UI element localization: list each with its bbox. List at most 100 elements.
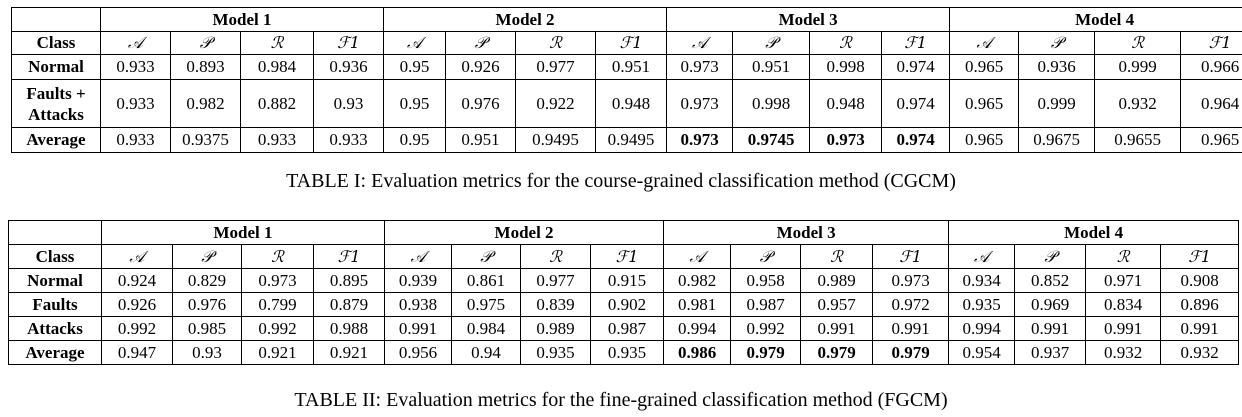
metric-precision-header: 𝒫 <box>451 244 522 269</box>
metric-f1-header: ℱ1 <box>881 31 951 55</box>
table-2-model-1-header: Model 1 <box>100 220 386 245</box>
metric-accuracy-header: 𝒜 <box>949 31 1020 55</box>
row-label-line-1: Faults + <box>26 83 86 103</box>
metric-precision-header: 𝒫 <box>172 244 242 269</box>
table-cell: 0.922 <box>515 79 597 128</box>
table-cell: 0.921 <box>312 340 386 365</box>
metric-f1-header: ℱ1 <box>590 244 665 269</box>
table-cell-best: 0.979 <box>800 340 874 365</box>
table-cell: 0.951 <box>445 127 517 153</box>
table-cell: 0.985 <box>172 316 242 341</box>
table-cell: 0.861 <box>451 268 522 293</box>
table-cell: 0.987 <box>730 292 802 317</box>
table-cell-best: 0.973 <box>666 127 734 153</box>
table-cell: 0.992 <box>101 316 173 341</box>
table-1-model-2-header: Model 2 <box>383 7 668 32</box>
metric-f1-header: ℱ1 <box>1180 31 1242 55</box>
metric-recall-header: ℛ <box>241 244 314 269</box>
table-cell: 0.9495 <box>515 127 597 153</box>
table-cell: 0.935 <box>948 292 1016 317</box>
table-cell: 0.965 <box>949 54 1020 80</box>
metric-recall-header: ℛ <box>809 31 883 55</box>
table-cell: 0.992 <box>730 316 802 341</box>
table-cell: 0.938 <box>384 292 453 317</box>
metric-recall-header: ℛ <box>1094 31 1182 55</box>
row-label-faults-attacks: Faults + Attacks <box>11 79 101 128</box>
table-cell: 0.921 <box>241 340 314 365</box>
table-cell: 0.998 <box>732 79 811 128</box>
table-2-model-4-header: Model 4 <box>948 220 1240 245</box>
table-cell: 0.988 <box>312 316 386 341</box>
table-cell: 0.926 <box>101 292 173 317</box>
table-cell: 0.989 <box>800 268 874 293</box>
row-label-average: Average <box>11 127 101 153</box>
metric-f1-header: ℱ1 <box>872 244 950 269</box>
table-cell: 0.95 <box>383 127 447 153</box>
table-cell: 0.947 <box>101 340 173 365</box>
metric-f1-header: ℱ1 <box>595 31 668 55</box>
table-1-model-header-row: Model 1 Model 2 Model 3 Model 4 <box>11 7 1242 32</box>
row-label-normal: Normal <box>8 268 102 293</box>
table-cell: 0.977 <box>520 268 592 293</box>
table-cell: 0.991 <box>1160 316 1240 341</box>
table-cell: 0.948 <box>595 79 668 128</box>
table-cell: 0.932 <box>1085 340 1162 365</box>
metric-recall-header: ℛ <box>800 244 874 269</box>
metric-recall-header: ℛ <box>240 31 314 55</box>
table-cell: 0.852 <box>1014 268 1087 293</box>
table-cell: 0.9375 <box>170 127 241 153</box>
table-cell: 0.95 <box>383 54 447 80</box>
table-cell: 0.895 <box>312 268 386 293</box>
table-cell: 0.987 <box>590 316 665 341</box>
table-cell: 0.991 <box>1085 316 1162 341</box>
metric-accuracy-header: 𝒜 <box>666 31 734 55</box>
metric-accuracy-header: 𝒜 <box>383 31 447 55</box>
row-label-normal: Normal <box>11 54 101 80</box>
table-cell-best: 0.973 <box>809 127 883 153</box>
table-cell: 0.882 <box>240 79 314 128</box>
table-cell: 0.879 <box>312 292 386 317</box>
table-cell: 0.915 <box>590 268 665 293</box>
table-cell: 0.9495 <box>595 127 668 153</box>
table-row: Faults + Attacks 0.933 0.982 0.882 0.93 0… <box>11 79 1242 128</box>
table-cell: 0.948 <box>809 79 883 128</box>
row-label-faults: Faults <box>8 292 102 317</box>
metric-f1-header: ℱ1 <box>312 244 386 269</box>
table-cell: 0.992 <box>241 316 314 341</box>
table-2-corner-cell <box>8 220 102 245</box>
table-cell: 0.982 <box>170 79 241 128</box>
table-cell: 0.965 <box>1180 127 1242 153</box>
table-cell: 0.933 <box>100 127 171 153</box>
table-cell: 0.9655 <box>1094 127 1182 153</box>
table-cell: 0.984 <box>240 54 314 80</box>
table-cell: 0.937 <box>1014 340 1087 365</box>
metric-precision-header: 𝒫 <box>1018 31 1096 55</box>
table-cell: 0.976 <box>172 292 242 317</box>
metric-recall-header: ℛ <box>520 244 592 269</box>
table-cell: 0.834 <box>1085 292 1162 317</box>
metric-recall-header: ℛ <box>515 31 597 55</box>
table-row: Average 0.947 0.93 0.921 0.921 0.956 0.9… <box>8 340 1240 365</box>
metric-precision-header: 𝒫 <box>730 244 802 269</box>
table-cell: 0.896 <box>1160 292 1240 317</box>
table-1-model-1-header: Model 1 <box>99 7 385 32</box>
table-cell: 0.994 <box>663 316 732 341</box>
metric-precision-header: 𝒫 <box>170 31 241 55</box>
table-cell: 0.94 <box>451 340 522 365</box>
table-cell: 0.932 <box>1094 79 1182 128</box>
table-cell: 0.999 <box>1018 79 1096 128</box>
table-cell: 0.839 <box>520 292 592 317</box>
table-cell: 0.964 <box>1180 79 1242 128</box>
metric-f1-header: ℱ1 <box>1160 244 1240 269</box>
table-cell: 0.936 <box>312 54 385 80</box>
table-cell: 0.965 <box>949 79 1020 128</box>
metric-accuracy-header: 𝒜 <box>384 244 453 269</box>
table-cell: 0.93 <box>172 340 242 365</box>
table-cell: 0.976 <box>445 79 517 128</box>
metric-accuracy-header: 𝒜 <box>663 244 732 269</box>
table-2-model-header-row: Model 1 Model 2 Model 3 Model 4 <box>8 220 1240 245</box>
table-cell: 0.965 <box>949 127 1020 153</box>
row-label-line-2: Attacks <box>28 104 84 124</box>
table-1: Model 1 Model 2 Model 3 Model 4 Class 𝒜 … <box>11 7 1242 153</box>
metric-precision-header: 𝒫 <box>445 31 517 55</box>
